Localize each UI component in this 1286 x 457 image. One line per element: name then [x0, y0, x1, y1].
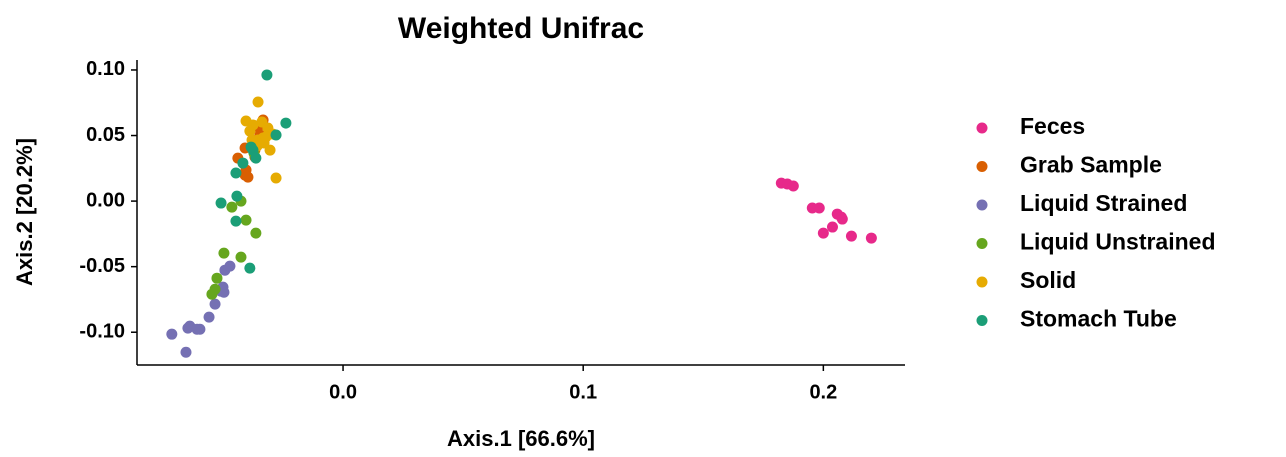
y-tick-label: -0.05	[79, 255, 125, 277]
point	[203, 311, 215, 323]
point	[826, 221, 838, 233]
point	[242, 171, 254, 183]
point	[250, 152, 262, 164]
point	[270, 172, 282, 184]
legend-marker	[976, 238, 988, 249]
point	[182, 322, 194, 334]
point	[235, 251, 247, 263]
point	[211, 272, 223, 284]
point	[845, 230, 857, 242]
point	[230, 167, 242, 179]
point	[180, 346, 192, 358]
point	[260, 131, 272, 143]
legend-marker	[976, 315, 988, 326]
point	[209, 283, 221, 295]
legend-label: Liquid Unstrained	[1020, 229, 1216, 255]
point	[865, 232, 877, 244]
point	[244, 262, 256, 274]
point	[787, 180, 799, 192]
point	[280, 117, 292, 129]
legend-label: Stomach Tube	[1020, 306, 1177, 332]
y-tick-label: -0.10	[79, 320, 125, 342]
point	[166, 328, 178, 340]
point	[245, 141, 257, 153]
chart-title: Weighted Unifrac	[398, 12, 644, 45]
x-tick-label: 0.2	[809, 381, 837, 403]
y-axis-title: Axis.2 [20.2%]	[12, 138, 37, 286]
point	[244, 125, 256, 137]
legend-marker	[976, 122, 988, 134]
x-tick-label: 0.1	[569, 381, 597, 403]
point	[231, 190, 243, 202]
point	[218, 247, 230, 259]
y-tick-label: 0.05	[86, 124, 125, 146]
point	[817, 227, 829, 239]
legend-label: Grab Sample	[1020, 152, 1162, 178]
x-axis-title: Axis.1 [66.6%]	[447, 426, 595, 451]
point	[194, 323, 206, 335]
point	[813, 202, 825, 214]
point	[270, 129, 282, 141]
legend-label: Solid	[1020, 267, 1076, 293]
legend-marker	[976, 276, 988, 288]
legend-marker	[976, 199, 988, 211]
point	[261, 69, 273, 81]
point	[209, 298, 221, 310]
point	[224, 260, 236, 272]
y-tick-label: 0.00	[86, 189, 125, 211]
x-tick-label: 0.0	[329, 381, 357, 403]
point	[215, 197, 227, 209]
point	[250, 227, 262, 239]
point	[226, 201, 238, 213]
point	[237, 157, 249, 169]
point	[230, 215, 242, 227]
point	[836, 213, 848, 225]
point	[252, 96, 264, 108]
legend-marker	[976, 161, 988, 172]
legend-label: Liquid Strained	[1020, 190, 1187, 216]
y-tick-label: 0.10	[86, 58, 125, 80]
legend-label: Feces	[1020, 113, 1085, 139]
point	[240, 214, 252, 226]
